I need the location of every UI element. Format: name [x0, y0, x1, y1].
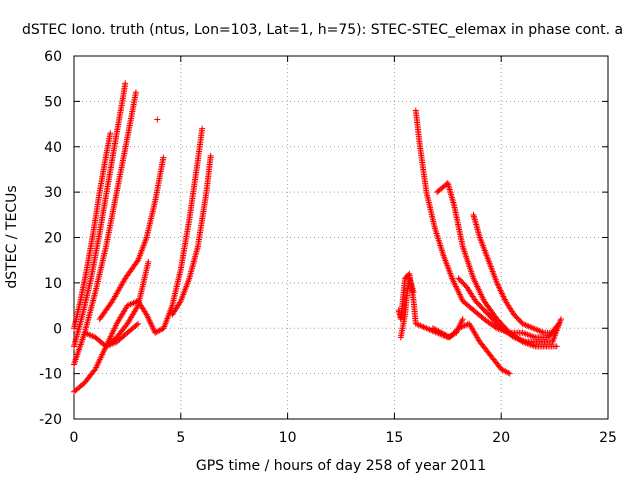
data-point	[558, 316, 565, 323]
grid-lines	[74, 56, 608, 419]
y-tick-label: 0	[53, 321, 62, 337]
data-point	[122, 80, 129, 87]
data-points	[71, 80, 565, 395]
y-tick-label: -10	[39, 367, 62, 383]
series-10	[412, 107, 562, 341]
data-point	[459, 316, 466, 323]
data-point	[553, 343, 560, 350]
y-axis-label: dSTEC / TECUs	[4, 185, 20, 288]
data-point	[551, 329, 558, 336]
series-7	[103, 116, 161, 350]
data-point	[154, 116, 161, 123]
data-point	[133, 321, 140, 328]
tick-marks	[73, 55, 609, 420]
data-point	[410, 288, 417, 295]
series-14	[429, 320, 513, 377]
x-tick-label: 20	[492, 430, 510, 446]
y-tick-label: 10	[44, 276, 62, 292]
data-point	[160, 154, 167, 161]
data-point	[134, 258, 141, 265]
series-9	[397, 275, 417, 341]
data-point	[145, 258, 152, 265]
series-13	[470, 211, 558, 336]
data-point	[135, 320, 142, 327]
y-tick-label: 20	[44, 231, 62, 247]
data-point	[509, 333, 516, 340]
y-tick-labels: -20 -10 0 10 20 30 40 50 60	[39, 49, 62, 428]
data-point	[445, 333, 452, 340]
y-tick-label: 60	[44, 49, 62, 65]
y-tick-label: 40	[44, 140, 62, 156]
data-point	[207, 152, 214, 159]
chart-title: dSTEC Iono. truth (ntus, Lon=103, Lat=1,…	[22, 22, 623, 38]
y-tick-label: 50	[44, 94, 62, 110]
x-tick-label: 10	[279, 430, 297, 446]
x-tick-label: 15	[385, 430, 403, 446]
series-12	[455, 275, 565, 345]
x-tick-label: 25	[599, 430, 617, 446]
data-point	[107, 130, 114, 137]
data-point	[505, 369, 512, 376]
series-1	[71, 80, 129, 350]
series-0	[71, 130, 114, 332]
y-tick-label: -20	[39, 412, 62, 428]
data-point	[199, 125, 206, 132]
series-5	[96, 152, 214, 323]
y-tick-label: 30	[44, 185, 62, 201]
data-point	[506, 370, 513, 377]
x-tick-labels: 0 5 10 15 20 25	[70, 430, 617, 446]
x-tick-label: 5	[176, 430, 185, 446]
data-point	[132, 89, 139, 96]
x-axis-label: GPS time / hours of day 258 of year 2011	[196, 458, 486, 474]
series-2	[71, 89, 139, 368]
x-tick-label: 0	[70, 430, 79, 446]
series-4	[135, 125, 206, 336]
